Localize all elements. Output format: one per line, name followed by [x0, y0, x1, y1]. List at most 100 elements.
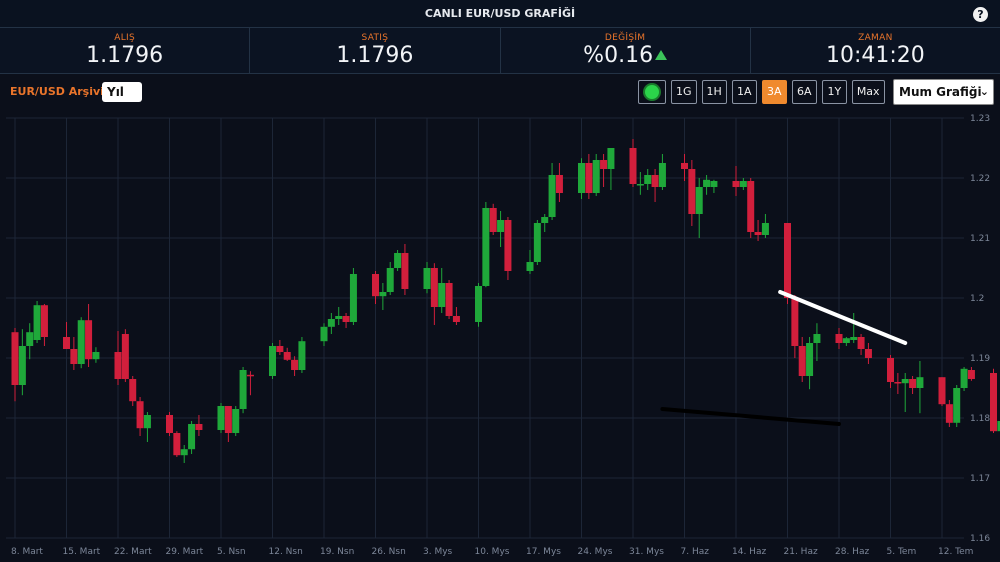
range-buttons: 1G 1H 1A 3A 6A 1Y Max	[638, 80, 885, 104]
live-dot-icon	[645, 85, 659, 99]
title-bar: CANLI EUR/USD GRAFİĞİ ?	[0, 0, 1000, 28]
stat-value: 10:41:20	[825, 43, 925, 68]
candle-up	[813, 334, 821, 343]
candle-down	[629, 148, 637, 184]
candle-up	[327, 319, 335, 327]
candle-up	[217, 406, 225, 430]
candle-down	[114, 352, 122, 379]
candle-up	[349, 274, 357, 322]
candle-down	[887, 358, 894, 382]
candle-down	[246, 374, 254, 377]
period-select[interactable]: Yıl	[102, 82, 142, 102]
candle-down	[430, 268, 438, 307]
candle-down	[40, 305, 48, 337]
candle-down	[372, 274, 379, 297]
stat-label: SATIŞ	[361, 33, 389, 43]
stat-bid: ALIŞ 1.1796	[0, 28, 251, 73]
candle-down	[173, 433, 181, 456]
candle-up	[379, 292, 387, 297]
candle-up	[578, 163, 585, 193]
candle-up	[636, 184, 644, 186]
x-tick-label: 8. Mart	[11, 547, 43, 557]
candle-down	[136, 401, 144, 429]
candle-up	[997, 421, 1000, 432]
range-button-3a[interactable]: 3A	[761, 80, 787, 104]
y-tick-label: 1.22	[970, 174, 990, 184]
candle-down	[600, 160, 608, 169]
candlestick-chart[interactable]: 1.23 1.22 1.21 1.2 1.19 1.18 1.17 1.16 8. Mart 15…	[0, 110, 1000, 562]
candle-up	[320, 326, 328, 342]
x-tick-label: 3. Mys	[423, 547, 453, 557]
candle-up	[394, 253, 402, 268]
range-button-1a[interactable]: 1A	[731, 80, 757, 104]
candle-up	[644, 175, 652, 184]
candle-down	[945, 404, 953, 423]
candle-up	[180, 449, 188, 456]
candle-down	[63, 337, 70, 349]
help-icon[interactable]: ?	[973, 7, 988, 22]
candle-up	[497, 220, 505, 232]
candle-up	[960, 368, 968, 388]
range-button-1g[interactable]: 1G	[671, 80, 697, 104]
candle-up	[806, 343, 814, 376]
chart-type-select[interactable]: Mum Grafiği ⌄	[893, 79, 994, 105]
x-tick-label: 12. Nsn	[269, 547, 303, 557]
live-toggle-button[interactable]	[638, 80, 666, 104]
candle-down	[85, 320, 93, 360]
candle-down	[864, 349, 872, 358]
candle-down	[681, 163, 688, 169]
x-tick-label: 15. Mart	[63, 547, 101, 557]
stat-change: DEĞİŞİM %0.16	[501, 28, 751, 73]
candle-up	[18, 346, 26, 385]
x-tick-label: 29. Mart	[166, 547, 204, 557]
stat-label: DEĞİŞİM	[604, 33, 646, 43]
candle-down	[195, 424, 203, 430]
candle-up	[607, 148, 615, 169]
candle-down	[452, 316, 460, 322]
candle-up	[533, 223, 541, 262]
candle-down	[291, 359, 299, 370]
candle-down	[283, 352, 291, 360]
range-button-1h[interactable]: 1H	[701, 80, 727, 104]
stat-label: ZAMAN	[858, 33, 893, 43]
candle-down	[938, 377, 946, 405]
stat-value: %0.16	[583, 43, 654, 68]
candle-down	[166, 415, 173, 433]
x-tick-label: 14. Haz	[732, 547, 766, 557]
archive-label: EUR/USD Arşivi	[10, 85, 104, 98]
candle-up	[188, 424, 196, 450]
x-tick-label: 31. Mys	[629, 547, 664, 557]
candle-up	[850, 337, 858, 340]
stats-bar: ALIŞ 1.1796 SATIŞ 1.1796 DEĞİŞİM %0.16 Z…	[0, 28, 1000, 74]
trend-up-icon	[655, 50, 668, 60]
candle-down	[445, 283, 453, 316]
candle-down	[585, 163, 593, 193]
range-button-6a[interactable]: 6A	[791, 80, 817, 104]
candle-up	[482, 208, 490, 286]
y-tick-label: 1.2	[970, 294, 984, 304]
candle-down	[342, 316, 350, 322]
trendline-black	[660, 407, 841, 426]
candle-up	[33, 305, 41, 340]
candle-up	[77, 320, 85, 364]
candle-up	[298, 341, 306, 370]
candle-down	[504, 220, 512, 271]
x-tick-label: 24. Mys	[578, 547, 613, 557]
chevron-down-icon: ⌄	[979, 85, 989, 98]
range-button-1y[interactable]: 1Y	[821, 80, 847, 104]
stat-value-wrap: %0.16	[501, 43, 750, 69]
candle-up	[548, 175, 556, 217]
candle-up	[916, 377, 924, 388]
candle-up	[438, 283, 446, 307]
candle-down	[70, 349, 78, 364]
candle-down	[835, 334, 843, 343]
candle-up	[269, 346, 276, 376]
candle-down	[732, 181, 740, 187]
stat-value: 1.1796	[86, 43, 164, 68]
stat-value: 1.1796	[336, 43, 414, 68]
candle-up	[761, 223, 769, 235]
range-button-max[interactable]: Max	[851, 80, 885, 104]
candle-down	[555, 175, 563, 193]
y-tick-label: 1.23	[970, 114, 990, 124]
candle-up	[901, 379, 909, 384]
